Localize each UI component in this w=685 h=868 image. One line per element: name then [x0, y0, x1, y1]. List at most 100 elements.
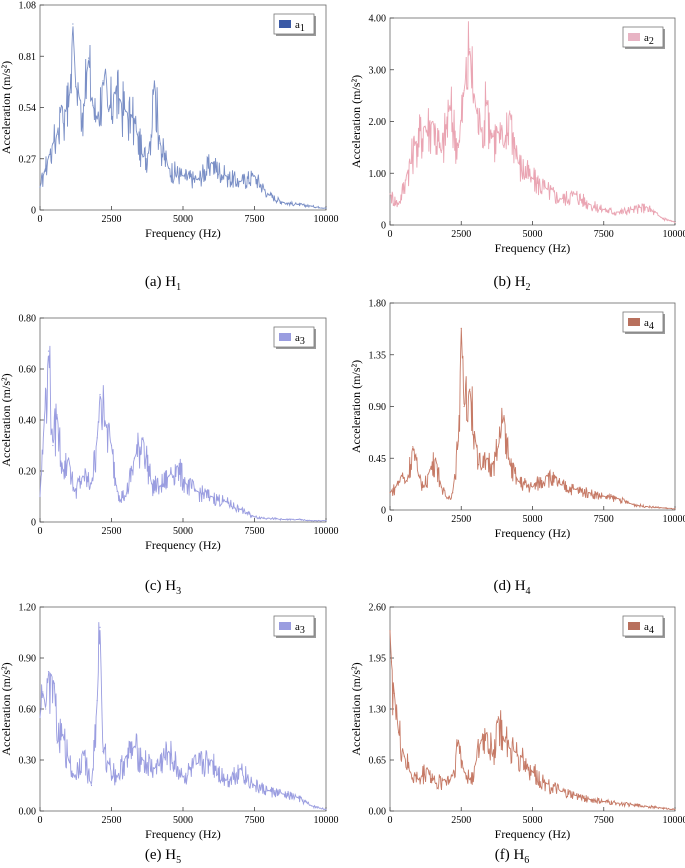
- data-point: [68, 759, 70, 761]
- data-point: [90, 483, 93, 485]
- caption-name: H: [513, 847, 524, 863]
- data-point: [417, 474, 420, 477]
- data-point: [631, 503, 633, 505]
- data-point: [645, 206, 648, 208]
- data-point: [296, 518, 298, 521]
- data-point: [239, 767, 241, 770]
- data-point: [417, 779, 420, 781]
- data-point: [474, 440, 477, 442]
- legend-box: [273, 615, 315, 637]
- data-point: [469, 48, 471, 50]
- data-point: [53, 682, 55, 685]
- y-tick-label: 0.65: [369, 756, 387, 767]
- data-point: [463, 771, 465, 773]
- data-point: [588, 492, 591, 494]
- chart-panel-f: 0 2500 5000 7500 10000 0.00 0.65 1.30 1.95 2.60 Fr…: [349, 603, 685, 867]
- data-point: [492, 463, 494, 465]
- data-point: [486, 457, 488, 459]
- data-point: [674, 808, 676, 811]
- x-tick-label: 2500: [451, 514, 471, 525]
- data-point: [253, 784, 256, 787]
- y-tick-label: 1.08: [19, 1, 37, 12]
- data-point: [239, 508, 241, 510]
- y-axis-label: Acceleration (m/s²): [0, 662, 13, 755]
- x-tick-label: 5000: [173, 526, 193, 537]
- data-point: [73, 490, 75, 492]
- x-tick-label: 7500: [245, 815, 265, 826]
- legend-box: [273, 326, 315, 348]
- x-tick-label: 10000: [314, 815, 339, 826]
- y-tick-label: 0.00: [369, 807, 387, 818]
- data-point: [574, 794, 576, 796]
- plot-frame: [389, 302, 676, 511]
- y-tick-label: 0.60: [19, 365, 37, 376]
- data-point: [517, 480, 519, 482]
- data-point: [390, 661, 393, 663]
- data-point: [282, 518, 284, 521]
- data-point: [239, 180, 241, 183]
- data-point: [574, 193, 576, 195]
- data-point: [546, 188, 548, 190]
- data-point: [457, 440, 459, 442]
- y-tick-label: 1.30: [369, 705, 387, 716]
- data-point: [617, 802, 619, 804]
- data-point: [211, 495, 213, 498]
- data-point: [268, 194, 270, 196]
- data-point: [125, 110, 127, 112]
- data-point: [674, 508, 676, 510]
- data-point: [45, 708, 47, 710]
- y-tick-label: 2.00: [369, 117, 387, 128]
- data-point: [443, 779, 445, 781]
- data-point: [452, 775, 454, 777]
- data-point: [133, 457, 135, 459]
- data-point: [42, 691, 44, 693]
- data-point: [617, 211, 619, 213]
- data-point: [531, 771, 534, 773]
- panel-caption: (f) H6: [495, 847, 530, 866]
- data-point: [62, 470, 64, 472]
- data-point: [429, 469, 431, 471]
- data-point: [110, 444, 113, 447]
- data-point: [588, 203, 591, 205]
- x-tick-label: 0: [38, 526, 43, 537]
- data-point: [60, 105, 63, 107]
- data-point: [47, 156, 50, 158]
- data-point: [296, 796, 298, 799]
- data-point: [56, 133, 58, 135]
- caption-letter: (f): [495, 847, 514, 863]
- data-point: [182, 776, 184, 778]
- data-point: [311, 805, 313, 807]
- data-point: [520, 755, 522, 757]
- panel-caption: (c) H3: [145, 578, 181, 597]
- data-point: [225, 779, 227, 782]
- data-point: [268, 790, 270, 792]
- data-point: [492, 755, 494, 757]
- chart-panel-d: 0 2500 5000 7500 10000 0 0.45 0.90 1.35 1.80 Frequ…: [349, 299, 685, 598]
- y-tick-label: 0.54: [19, 103, 37, 114]
- data-point: [253, 516, 256, 518]
- x-tick-label: 5000: [523, 514, 543, 525]
- data-point: [463, 89, 465, 92]
- data-point: [159, 485, 161, 487]
- data-point: [43, 171, 45, 173]
- x-axis-label: Frequency (Hz): [495, 241, 571, 255]
- legend-label: a3: [295, 621, 305, 636]
- data-point: [125, 495, 127, 498]
- data-point: [486, 731, 488, 734]
- x-tick-label: 0: [38, 815, 43, 826]
- data-point: [574, 488, 576, 490]
- data-point: [68, 457, 70, 459]
- x-tick-label: 10000: [314, 526, 339, 537]
- data-point: [660, 216, 662, 218]
- series-line-a4: [389, 328, 676, 510]
- legend-swatch: [628, 622, 640, 630]
- caption-name: H: [165, 274, 176, 290]
- data-point: [211, 161, 213, 164]
- legend-label: a4: [644, 621, 654, 636]
- data-point: [82, 750, 84, 753]
- x-tick-label: 0: [388, 229, 393, 240]
- data-point: [560, 198, 562, 200]
- data-point: [423, 126, 425, 128]
- data-point: [497, 446, 499, 448]
- data-point: [113, 91, 115, 93]
